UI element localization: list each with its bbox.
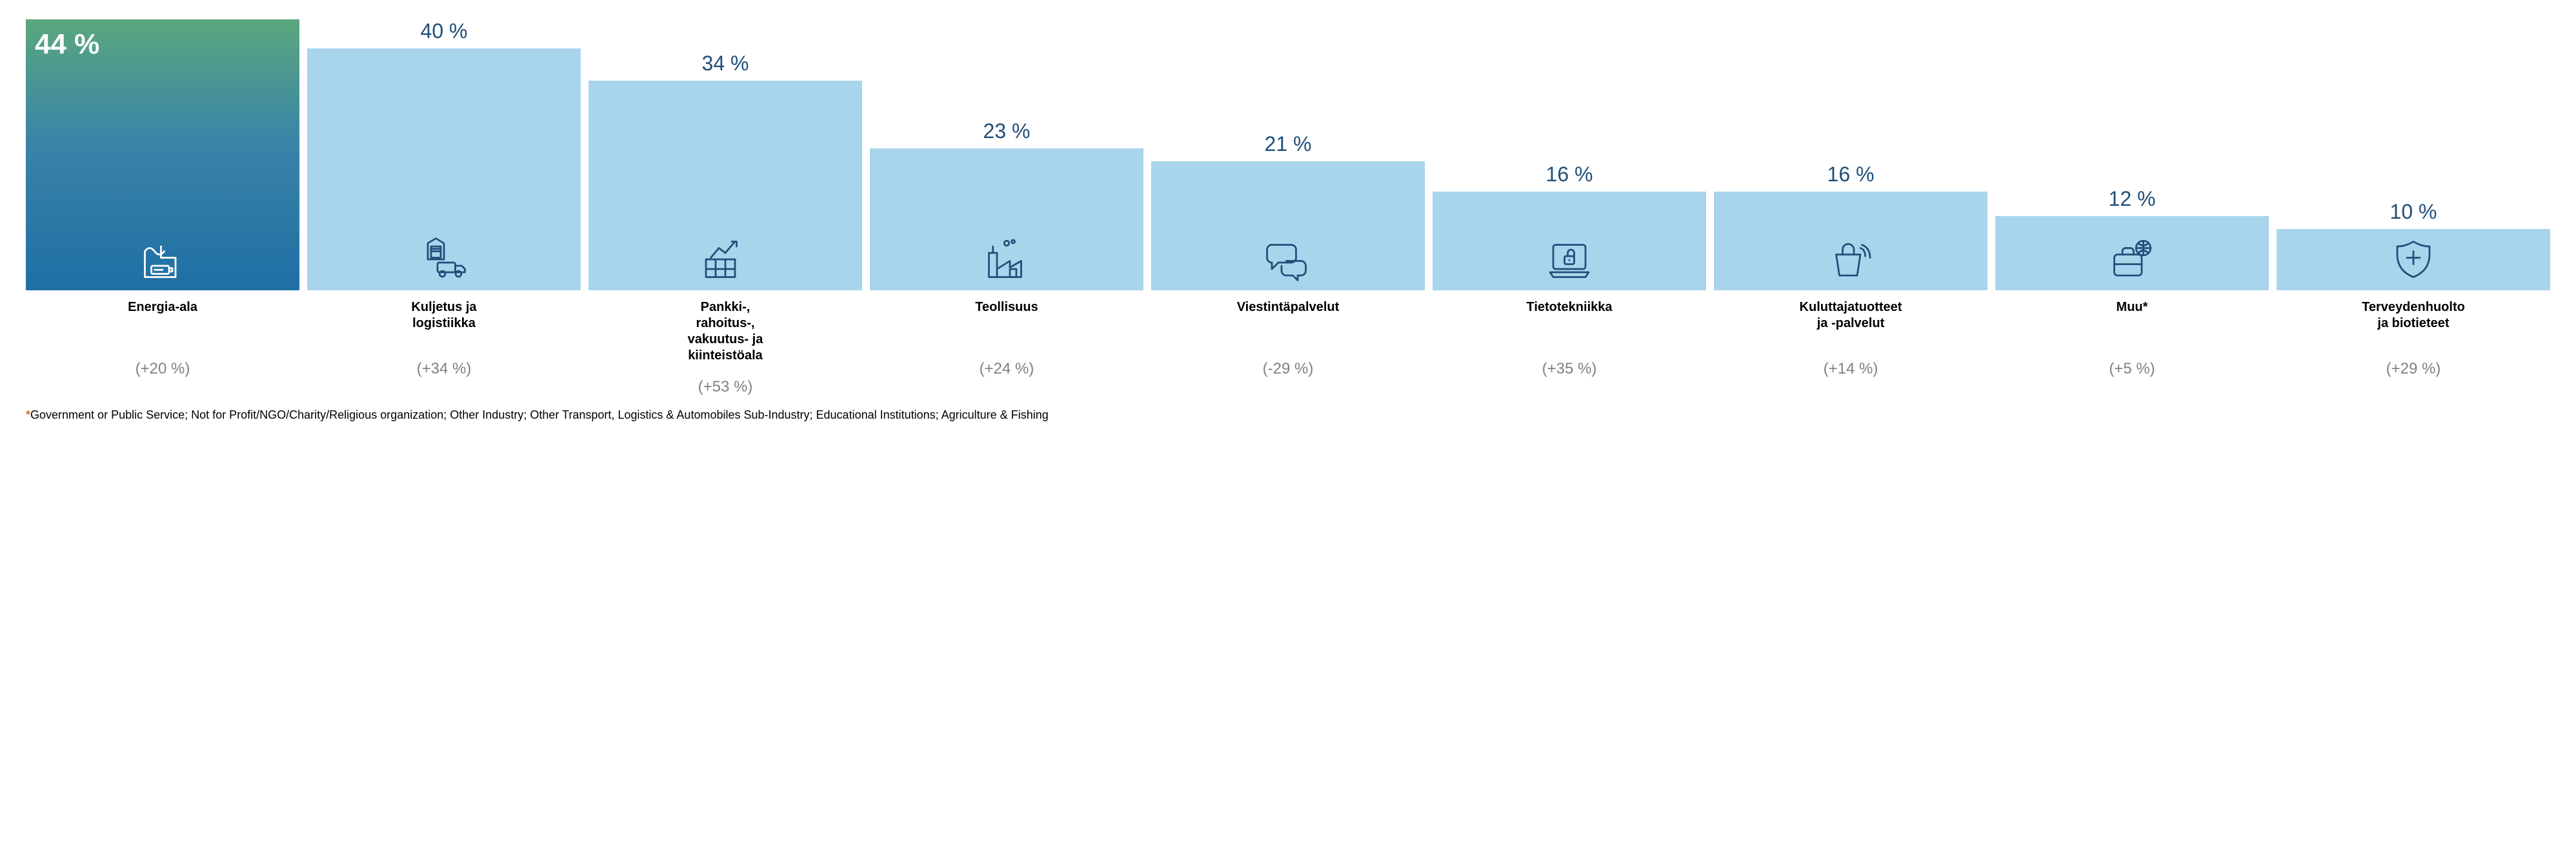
finance-icon xyxy=(699,236,751,283)
bar-pankki xyxy=(589,81,862,290)
bar-area: 16 % xyxy=(1714,19,1987,290)
bar-column: 16 % Tietotekniikka (+35 %) xyxy=(1433,19,1706,378)
delta-label: (+29 %) xyxy=(2386,360,2441,378)
delta-label: (+5 %) xyxy=(2109,360,2155,378)
category-label: Pankki-, rahoitus-, vakuutus- ja kiintei… xyxy=(670,299,780,364)
bar-column: 40 % Kuljetus ja logistiikka (+34 %) xyxy=(307,19,581,378)
category-label: Tietotekniikka xyxy=(1526,299,1612,346)
bar-kuljetus xyxy=(307,48,581,290)
bar-value-label: 34 % xyxy=(702,52,749,75)
category-label: Teollisuus xyxy=(975,299,1038,346)
footnote-marker: * xyxy=(26,408,30,421)
it-icon xyxy=(1544,236,1595,283)
industry-icon xyxy=(981,236,1032,283)
delta-label: (+24 %) xyxy=(980,360,1034,378)
industry-bar-chart: 44 % Energia-ala (+20 %) 40 % xyxy=(26,19,2550,396)
category-label: Energia-ala xyxy=(128,299,197,346)
bar-value-label: 10 % xyxy=(2390,200,2437,224)
logistics-icon xyxy=(418,236,470,283)
bar-area: 40 % xyxy=(307,19,581,290)
bar-value-label: 21 % xyxy=(1265,132,1312,156)
bar-area: 34 % xyxy=(589,19,862,290)
bar-muu xyxy=(1995,216,2269,290)
category-label: Muu* xyxy=(2117,299,2148,346)
health-icon xyxy=(2388,236,2439,283)
bar-area: 12 % xyxy=(1995,19,2269,290)
bar-column: 44 % Energia-ala (+20 %) xyxy=(26,19,299,378)
bar-value-label: 16 % xyxy=(1546,163,1593,186)
bar-column: 12 % Muu* (+5 %) xyxy=(1995,19,2269,378)
bar-teollisuus xyxy=(870,148,1143,290)
comms-icon xyxy=(1262,236,1314,283)
consumer-icon xyxy=(1825,236,1877,283)
category-label: Kuluttajatuotteet ja -palvelut xyxy=(1796,299,1906,346)
energy-icon xyxy=(137,236,188,283)
footnote-text: Government or Public Service; Not for Pr… xyxy=(30,408,1049,421)
bar-column: 23 % Teollisuus (+24 %) xyxy=(870,19,1143,378)
delta-label: (+34 %) xyxy=(417,360,472,378)
bar-column: 10 % Terveydenhuolto ja biotieteet (+29 … xyxy=(2277,19,2550,378)
bar-area: 23 % xyxy=(870,19,1143,290)
bar-area: 44 % xyxy=(26,19,299,290)
delta-label: (+35 %) xyxy=(1542,360,1597,378)
bar-kuluttaja xyxy=(1714,192,1987,290)
category-label: Terveydenhuolto ja biotieteet xyxy=(2359,299,2468,346)
bar-value-label: 44 % xyxy=(26,28,99,61)
bar-area: 10 % xyxy=(2277,19,2550,290)
bar-energia: 44 % xyxy=(26,19,299,290)
bar-tietotekniikka xyxy=(1433,192,1706,290)
bar-viestinta xyxy=(1151,161,1425,290)
bar-value-label: 16 % xyxy=(1827,163,1875,186)
delta-label: (+20 %) xyxy=(136,360,190,378)
bar-column: 34 % Pankki-, rahoitus-, vakuutus- ja ki… xyxy=(589,19,862,396)
delta-label: (+53 %) xyxy=(698,378,753,396)
delta-label: (-29 %) xyxy=(1263,360,1314,378)
other-icon xyxy=(2106,236,2158,283)
delta-label: (+14 %) xyxy=(1824,360,1878,378)
bar-value-label: 40 % xyxy=(421,19,468,43)
bar-column: 21 % Viestintäpalvelut (-29 %) xyxy=(1151,19,1425,378)
bar-area: 16 % xyxy=(1433,19,1706,290)
bar-area: 21 % xyxy=(1151,19,1425,290)
category-label: Kuljetus ja logistiikka xyxy=(389,299,499,346)
category-label: Viestintäpalvelut xyxy=(1237,299,1340,346)
footnote: *Government or Public Service; Not for P… xyxy=(26,408,2550,423)
bar-value-label: 12 % xyxy=(2109,187,2156,211)
bar-terveys xyxy=(2277,229,2550,290)
bar-column: 16 % Kuluttajatuotteet ja -palvelut (+14… xyxy=(1714,19,1987,378)
bar-value-label: 23 % xyxy=(983,119,1031,143)
